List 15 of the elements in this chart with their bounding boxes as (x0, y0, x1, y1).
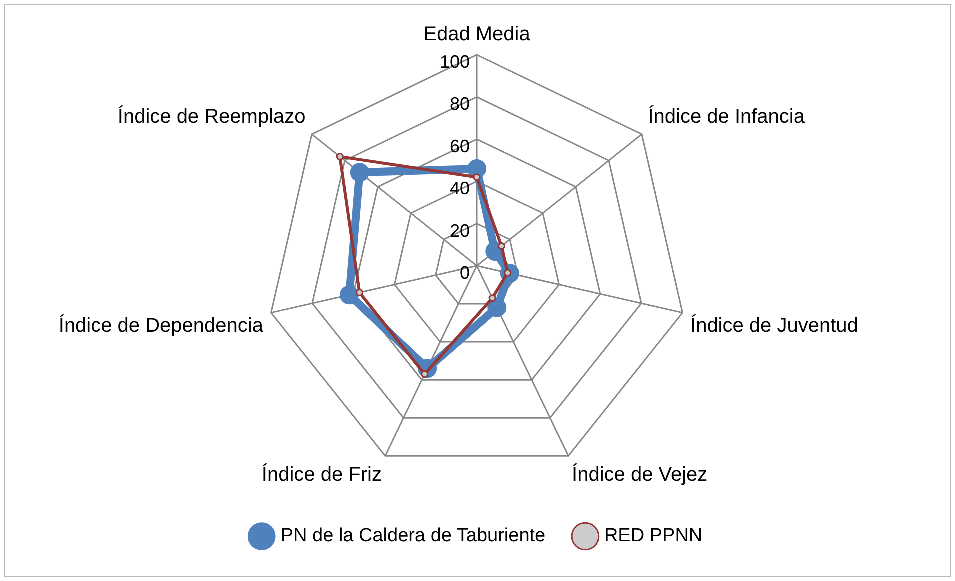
y-tick-label: 80 (450, 94, 470, 114)
y-tick-label: 0 (460, 262, 470, 283)
spoke-label: Índice de Juventud (690, 314, 858, 338)
spoke-label: Índice de Reemplazo (118, 104, 306, 128)
spoke-label: Edad Media (424, 24, 532, 46)
spoke-label: Índice de Dependencia (58, 314, 264, 338)
spoke-label: Índice de Infancia (648, 104, 806, 128)
y-tick-label: 20 (450, 220, 470, 241)
legend-label: RED PPNN (604, 526, 703, 547)
y-tick-label: 60 (450, 136, 470, 156)
legend-label: PN de la Caldera de Taburiente (280, 526, 546, 547)
spoke-label: Índice de Friz (262, 462, 382, 486)
y-tick-label: 100 (440, 52, 470, 72)
spoke-label: Índice de Vejez (572, 462, 708, 486)
y-tick-label: 40 (450, 178, 470, 199)
